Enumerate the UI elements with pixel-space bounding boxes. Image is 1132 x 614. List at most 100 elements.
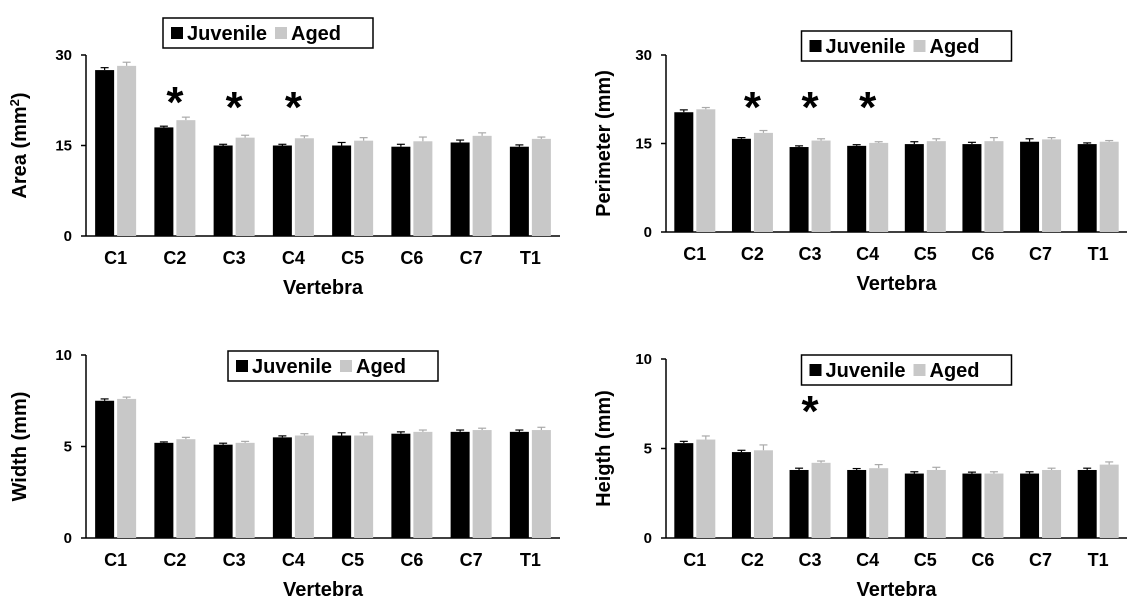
y-tick-label: 0 <box>64 530 72 547</box>
x-tick-label: C7 <box>1029 550 1052 570</box>
x-tick-label: C2 <box>741 244 764 264</box>
y-tick-label: 30 <box>635 47 652 64</box>
bar-aged-C1 <box>117 398 137 538</box>
x-axis-label: Vertebra <box>856 579 937 601</box>
legend: Juvenile Aged <box>162 17 374 49</box>
bar-aged-C6 <box>413 431 433 538</box>
bar-juvenile-T1 <box>509 146 529 236</box>
bar-aged-C7 <box>472 135 492 236</box>
x-tick-label: C5 <box>914 244 937 264</box>
y-tick-label: 0 <box>64 228 72 245</box>
significance-star: * <box>166 78 184 127</box>
chart-panel-4: 0 5 10 C1 C2 C3 * C4 C5 C6 C7 T1 Vertebra Heigth (mm)… <box>593 351 1127 601</box>
bar-juvenile-C1 <box>674 112 694 232</box>
bar-juvenile-C2 <box>731 452 751 538</box>
legend: Juvenile Aged <box>800 30 1013 62</box>
bar-juvenile-C7 <box>450 431 470 538</box>
bar-juvenile-C5 <box>904 473 924 538</box>
x-tick-label: C3 <box>799 244 822 264</box>
x-tick-label: C6 <box>400 550 423 570</box>
x-tick-label: C4 <box>282 248 305 268</box>
legend-swatch-juvenile <box>809 364 822 376</box>
legend-label-juvenile: Juvenile <box>826 360 906 382</box>
legend-box <box>227 350 439 382</box>
y-tick-label: 5 <box>644 441 652 458</box>
x-tick-label: T1 <box>1088 550 1109 570</box>
significance-star: * <box>802 83 820 132</box>
bar-juvenile-C5 <box>904 144 924 232</box>
x-tick-label: C7 <box>1029 244 1052 264</box>
bar-aged-C4 <box>869 468 889 538</box>
bar-juvenile-T1 <box>1077 469 1097 538</box>
bar-aged-C1 <box>696 439 716 538</box>
bar-aged-T1 <box>531 138 551 236</box>
bar-juvenile-C4 <box>847 145 867 232</box>
legend-swatch-juvenile <box>809 40 822 52</box>
bar-aged-C2 <box>753 450 773 538</box>
y-tick-label: 15 <box>635 136 652 153</box>
bar-aged-C7 <box>472 430 492 538</box>
x-tick-label: C4 <box>856 550 879 570</box>
legend-box <box>800 30 1013 62</box>
bar-aged-C5 <box>354 435 374 538</box>
legend-swatch-aged <box>913 364 926 376</box>
y-axis-label: Area (mm2) <box>7 92 32 198</box>
bar-aged-C3 <box>811 140 831 232</box>
bar-juvenile-C1 <box>674 443 694 538</box>
bar-juvenile-C6 <box>962 473 982 538</box>
bar-aged-T1 <box>1099 141 1119 232</box>
legend: Juvenile Aged <box>800 354 1013 386</box>
bar-juvenile-C3 <box>213 145 233 236</box>
bar-aged-C7 <box>1042 469 1062 538</box>
chart-panel-2: 0 15 30 C1 C2 * C3 * C4 * C5 C6 C7 T1 Vertebra Perimete… <box>593 30 1127 295</box>
x-tick-label: C4 <box>282 550 305 570</box>
x-tick-label: C2 <box>163 248 186 268</box>
y-tick-label: 10 <box>55 347 72 364</box>
legend-label-aged: Aged <box>356 356 406 378</box>
bar-juvenile-C2 <box>154 127 174 236</box>
significance-star: * <box>802 387 820 436</box>
bar-juvenile-C6 <box>391 146 411 236</box>
bar-aged-C2 <box>753 132 773 232</box>
bar-juvenile-C4 <box>272 437 292 538</box>
bar-juvenile-C4 <box>272 145 292 236</box>
legend-label-juvenile: Juvenile <box>187 23 267 45</box>
bar-aged-C6 <box>984 473 1004 538</box>
x-axis-label: Vertebra <box>283 277 364 299</box>
significance-star: * <box>226 83 244 132</box>
bar-juvenile-C1 <box>95 70 115 236</box>
bar-aged-T1 <box>1099 464 1119 538</box>
x-tick-label: C2 <box>163 550 186 570</box>
bar-juvenile-C7 <box>1020 473 1040 538</box>
bar-aged-C7 <box>1042 139 1062 232</box>
x-axis-label: Vertebra <box>283 579 364 601</box>
x-axis-label: Vertebra <box>856 273 937 295</box>
bar-aged-C1 <box>696 109 716 232</box>
y-tick-label: 0 <box>644 224 652 241</box>
x-tick-label: C1 <box>104 550 127 570</box>
bar-juvenile-C6 <box>962 144 982 232</box>
bar-juvenile-C3 <box>789 147 809 232</box>
legend: Juvenile Aged <box>227 350 439 382</box>
x-tick-label: C3 <box>799 550 822 570</box>
legend-label-juvenile: Juvenile <box>826 36 906 58</box>
x-tick-label: C4 <box>856 244 879 264</box>
bar-juvenile-C5 <box>332 435 352 538</box>
x-tick-label: C1 <box>683 244 706 264</box>
x-tick-label: C6 <box>971 550 994 570</box>
bar-aged-C6 <box>413 141 433 236</box>
x-tick-label: C7 <box>460 248 483 268</box>
y-tick-label: 10 <box>635 351 652 368</box>
x-tick-label: C2 <box>741 550 764 570</box>
bar-aged-C3 <box>811 462 831 538</box>
bar-juvenile-C7 <box>1020 141 1040 232</box>
x-tick-label: C5 <box>341 248 364 268</box>
chart-panel-3: 0 5 10 C1 C2 C3 C4 C5 C6 C7 T1 Vertebra Width (mm) Ju… <box>9 347 560 601</box>
bar-aged-C4 <box>294 435 314 538</box>
bar-aged-C2 <box>176 120 196 236</box>
x-tick-label: T1 <box>520 248 541 268</box>
x-tick-label: C7 <box>460 550 483 570</box>
bar-juvenile-T1 <box>509 431 529 538</box>
x-tick-label: C6 <box>400 248 423 268</box>
y-tick-label: 0 <box>644 530 652 547</box>
